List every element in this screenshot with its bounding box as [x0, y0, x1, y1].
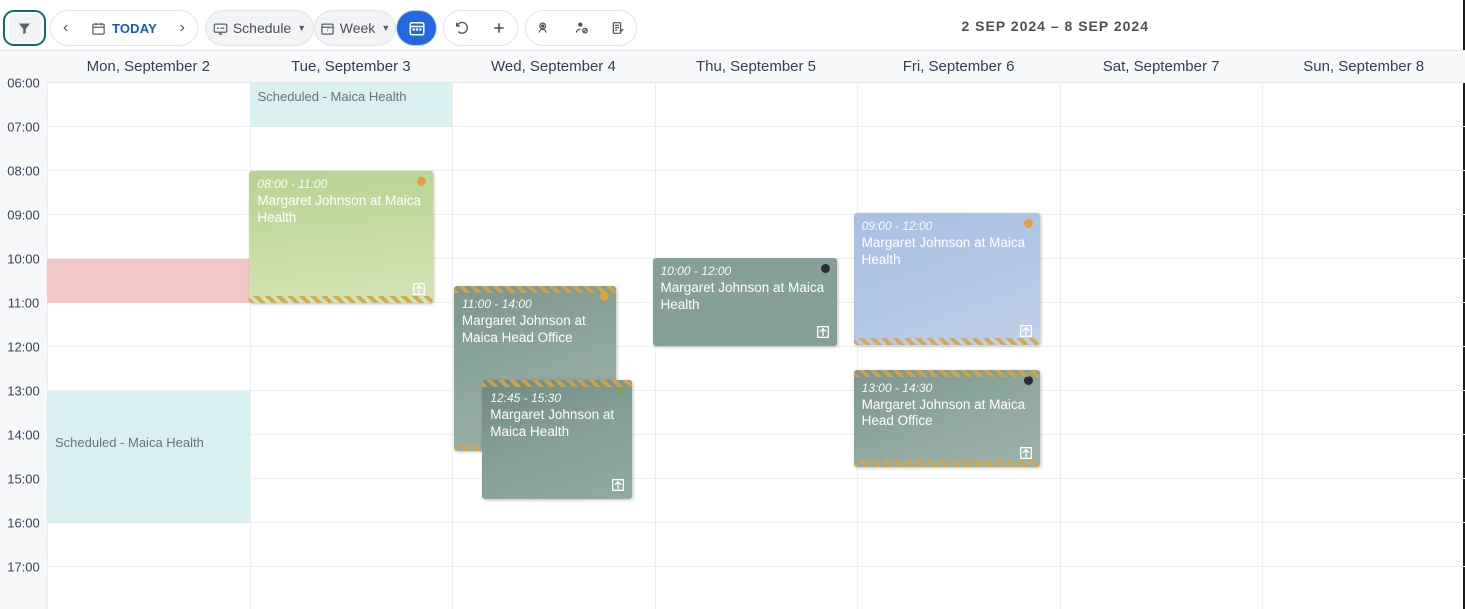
- svg-text:7: 7: [326, 27, 329, 33]
